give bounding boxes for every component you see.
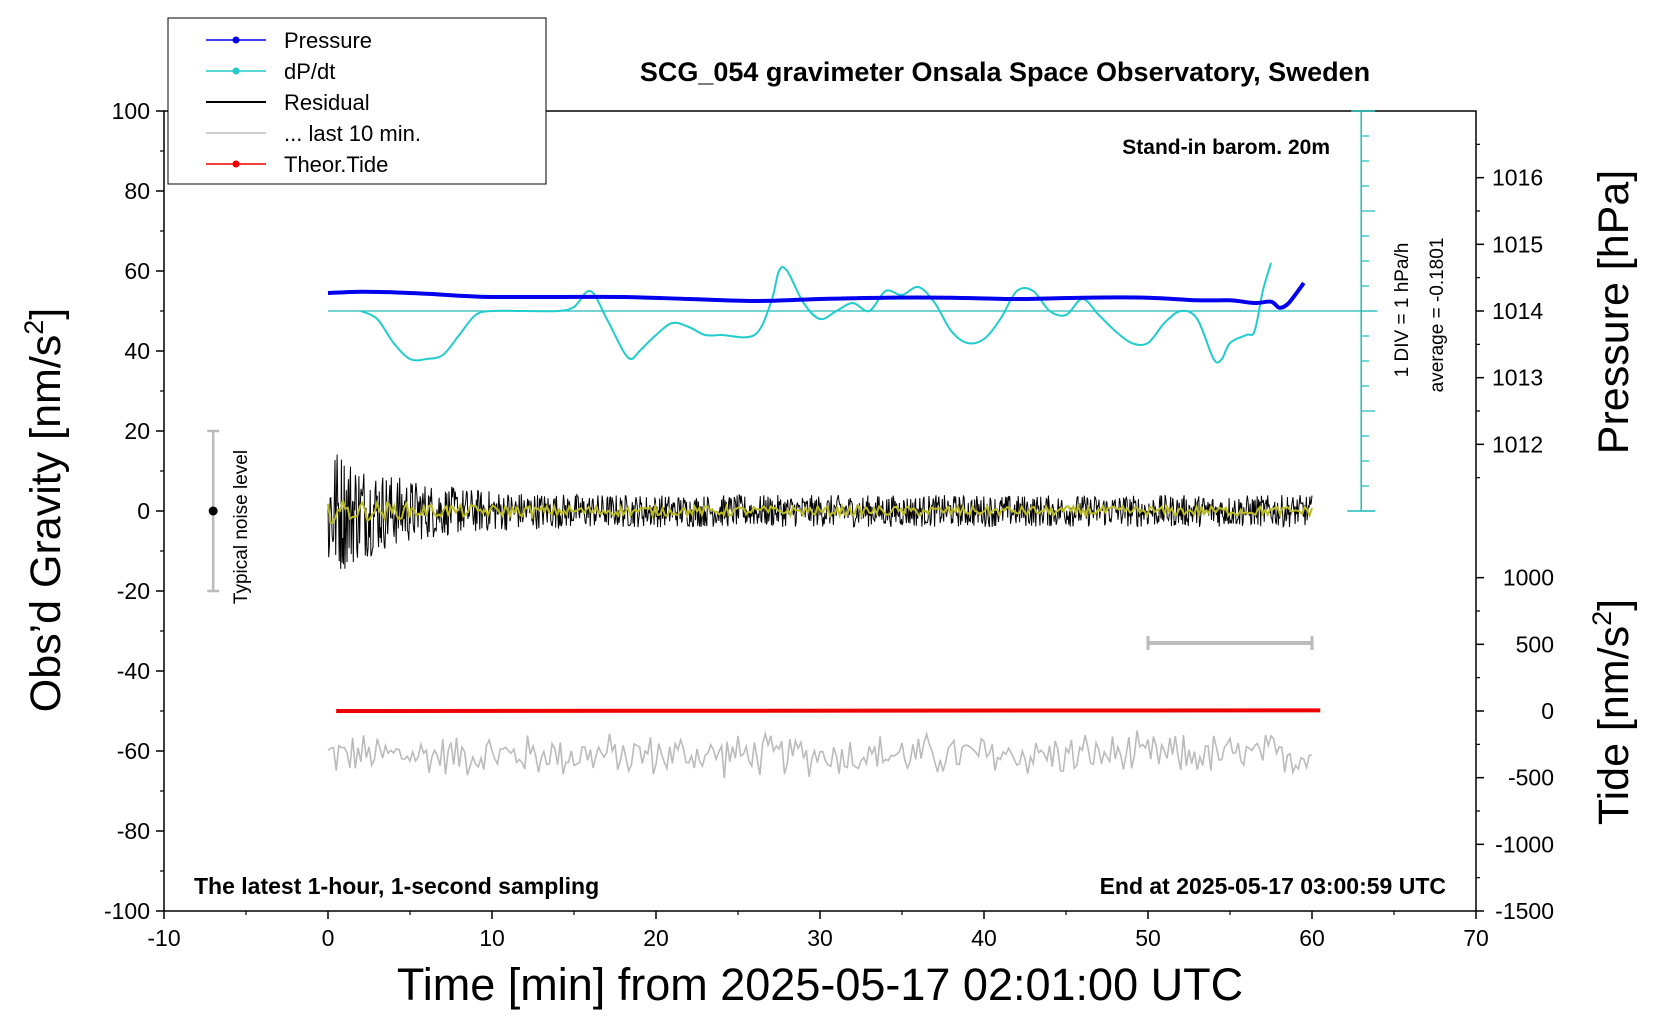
legend: Pressure dP/dt Residual ... last 10 min. The… [167,17,547,185]
sampling-note: The latest 1-hour, 1-second sampling [194,873,599,899]
y-tick-label: -60 [117,738,150,764]
x-tick-label: 70 [1463,925,1489,951]
y-axis-label-tide: Tide [nm/s2] [1587,599,1638,825]
residual-smoothed-line [327,498,1313,525]
y-tick-label: -100 [104,898,150,924]
x-tick-label: 60 [1299,925,1325,951]
pressure-tick-labels: 1016 1015 1014 1013 1012 [1492,165,1543,458]
x-tick-label: 0 [322,925,335,951]
x-tick-labels: -10 0 10 20 30 40 50 60 70 [147,925,1488,951]
y-tick-label: 20 [124,418,150,444]
legend-label: Residual [284,90,370,115]
y-axis-label-pressure: Pressure [hPa] [1590,170,1638,454]
y-tick-label: -20 [117,578,150,604]
y-tick-label: 100 [112,98,150,124]
pressure-tick-label: 1015 [1492,231,1543,257]
y-tick-label: -80 [117,818,150,844]
legend-label: ... last 10 min. [284,121,421,146]
x-tick-label: 50 [1135,925,1161,951]
theor-tide-line [336,708,1321,713]
legend-label: dP/dt [284,59,335,84]
legend-label: Theor.Tide [284,152,388,177]
tide-tick-label: -1000 [1495,831,1554,857]
legend-label: Pressure [284,28,372,53]
pressure-tick-label: 1012 [1492,431,1543,457]
legend-marker [232,160,240,168]
series-layer [207,262,1321,779]
noise-bar-center-dot [208,506,218,516]
y-tick-labels: 100 80 60 40 20 0 -20 -40 -60 -80 -100 [104,98,150,924]
axis-ticks [156,110,1484,919]
residual-line [327,454,1313,569]
x-tick-label: 30 [807,925,833,951]
tide-tick-label: 500 [1516,631,1554,657]
y-tick-label: 60 [124,258,150,284]
chart-title: SCG_054 gravimeter Onsala Space Observat… [640,57,1370,87]
legend-marker [232,36,240,44]
x-tick-label: -10 [147,925,180,951]
y-tick-label: 40 [124,338,150,364]
x-axis-label: Time [min] from 2025-05-17 02:01:00 UTC [397,959,1243,1010]
y-tick-label: -40 [117,658,150,684]
dpdt-line [360,262,1272,364]
pressure-tick-label: 1016 [1492,165,1543,191]
tide-tick-label: -1500 [1495,898,1554,924]
y-tick-label: 0 [137,498,150,524]
x-tick-label: 10 [479,925,505,951]
barometer-note: Stand-in barom. 20m [1122,136,1330,159]
last-10-min-line [327,730,1313,779]
x-tick-label: 20 [643,925,669,951]
dpdt-scale-label: 1 DIV = 1 hPa/h [1392,243,1413,378]
pressure-line [327,281,1306,310]
tide-tick-labels: 1000 500 0 -500 -1000 -1500 [1495,565,1554,924]
y-axis-label-left: Obs’d Gravity [nm/s2] [19,308,70,713]
pressure-tick-label: 1013 [1492,365,1543,391]
legend-marker [232,67,240,75]
end-time-note: End at 2025-05-17 03:00:59 UTC [1100,873,1446,899]
x-tick-label: 40 [971,925,997,951]
noise-level-label: Typical noise level [231,450,252,604]
pressure-tick-label: 1014 [1492,298,1543,324]
tide-tick-label: -500 [1508,765,1554,791]
tide-tick-label: 1000 [1503,565,1554,591]
y-tick-label: 80 [124,178,150,204]
dpdt-average-label: average = -0.1801 [1427,238,1448,393]
tide-tick-label: 0 [1541,698,1554,724]
